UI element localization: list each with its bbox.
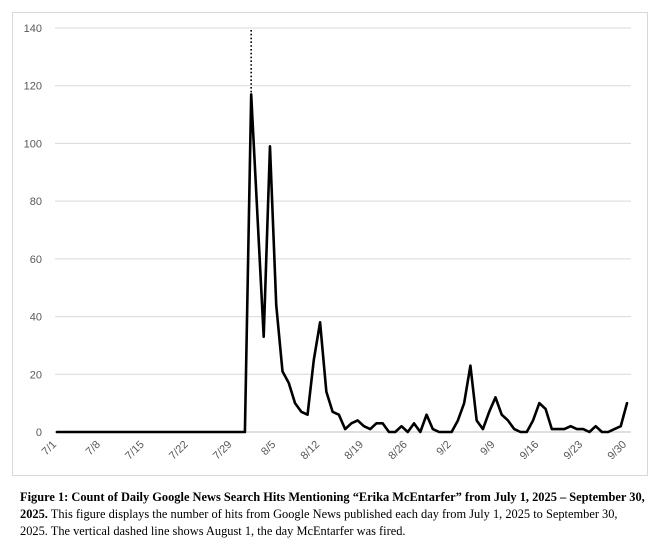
y-tick-label-100: 100 <box>24 138 42 150</box>
x-tick-label-7-1: 7/1 <box>40 439 59 458</box>
y-tick-label-80: 80 <box>30 196 42 208</box>
caption-title: Figure 1: Count of Daily Google News Sea… <box>20 490 645 521</box>
y-tick-label-20: 20 <box>30 369 42 381</box>
x-tick-label-9-16: 9/16 <box>518 439 542 463</box>
x-tick-label-8-5: 8/5 <box>259 439 278 458</box>
x-tick-label-8-26: 8/26 <box>386 439 410 463</box>
x-tick-label-7-29: 7/29 <box>211 439 235 463</box>
y-tick-label-120: 120 <box>24 81 42 93</box>
x-tick-label-7-22: 7/22 <box>167 439 191 463</box>
line-chart: 0 20 40 60 80 100 120 140 7/1 7/8 7/15 7/22 7/29 8/5 8… <box>24 23 631 463</box>
series-line-0 <box>55 93 629 434</box>
caption-text: This figure displays the number of hits … <box>20 507 618 538</box>
y-tick-label-0: 0 <box>36 427 42 439</box>
x-tick-label-9-2: 9/2 <box>434 439 453 458</box>
y-tick-label-60: 60 <box>30 254 42 266</box>
x-tick-label-8-19: 8/19 <box>342 439 366 463</box>
y-tick-label-140: 140 <box>24 23 42 35</box>
x-tick-label-8-12: 8/12 <box>299 439 323 463</box>
chart-frame: 0 20 40 60 80 100 120 140 7/1 7/8 7/15 7/22 7/29 8/5 8… <box>12 12 648 476</box>
y-tick-label-40: 40 <box>30 312 42 324</box>
x-tick-label-9-30: 9/30 <box>605 439 629 463</box>
x-tick-label-7-15: 7/15 <box>123 439 147 463</box>
x-tick-label-9-23: 9/23 <box>562 439 586 463</box>
figure-caption: Figure 1: Count of Daily Google News Sea… <box>20 489 645 540</box>
x-tick-label-9-9: 9/9 <box>478 439 497 458</box>
x-tick-label-7-8: 7/8 <box>84 439 103 458</box>
